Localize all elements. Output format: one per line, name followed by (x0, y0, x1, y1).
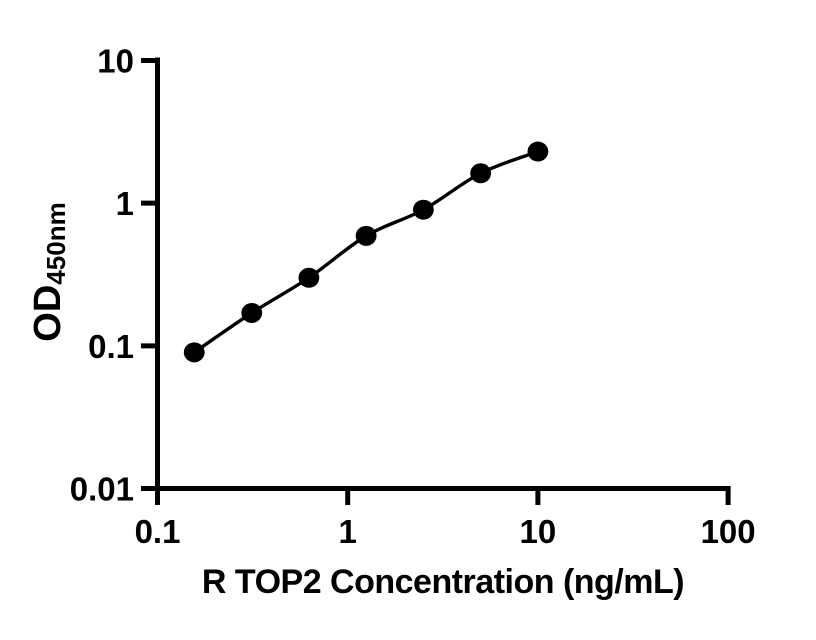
axis-spine (155, 57, 731, 491)
y-tick-label: 1 (116, 185, 134, 222)
y-axis-title-subscript: 450nm (41, 202, 71, 284)
data-point (470, 163, 492, 184)
x-tick-label: 1 (339, 513, 357, 550)
x-tick-label: 100 (701, 513, 756, 550)
y-tick-label: 0.1 (88, 328, 134, 365)
data-point (298, 267, 320, 288)
x-tick-label: 0.1 (135, 513, 181, 550)
data-point (241, 302, 263, 323)
y-axis-title: OD450nm (27, 202, 71, 341)
data-point (183, 342, 205, 363)
y-axis-title-main: OD (27, 285, 69, 342)
data-point (355, 225, 377, 246)
data-point (527, 141, 549, 162)
y-tick-label: 10 (97, 42, 134, 79)
fit-curve (193, 149, 539, 354)
x-tick-label: 10 (520, 513, 557, 550)
data-point (412, 199, 434, 220)
x-axis-title: R TOP2 Concentration (ng/mL) (202, 563, 684, 601)
y-tick-label: 0.01 (70, 471, 134, 508)
